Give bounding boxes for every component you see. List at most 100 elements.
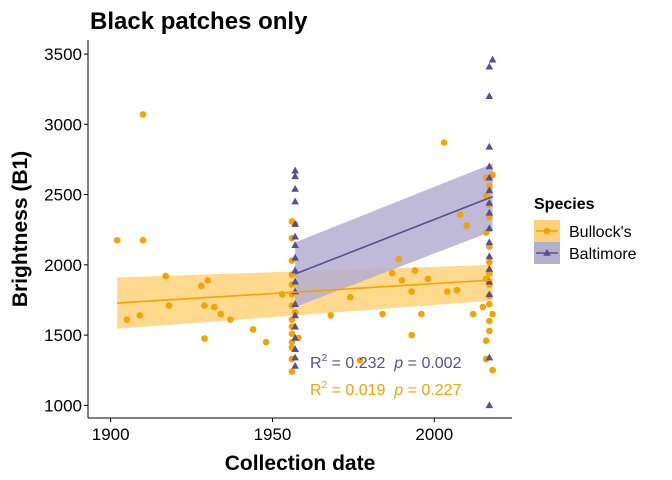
data-point	[162, 272, 169, 280]
data-point	[469, 310, 477, 318]
data-point	[379, 310, 386, 318]
data-point	[291, 333, 299, 341]
y-tick-label: 1000	[44, 396, 82, 415]
data-point	[291, 322, 299, 330]
data-point	[485, 401, 494, 409]
data-point	[482, 192, 490, 200]
data-point	[291, 184, 299, 192]
legend-marker	[543, 227, 551, 235]
data-point	[288, 330, 296, 337]
data-point	[165, 302, 173, 309]
data-point	[291, 345, 299, 352]
data-point	[485, 290, 494, 298]
data-point	[201, 302, 208, 309]
x-tick-label: 2000	[415, 425, 453, 444]
data-point	[485, 252, 494, 260]
annotation-baltimore: R2 = 0.232 p = 0.002	[310, 353, 462, 372]
y-axis-title: Brightness (B1)	[9, 151, 32, 307]
data-point	[197, 282, 205, 290]
data-point	[486, 300, 493, 308]
data-point	[291, 300, 299, 307]
data-point	[485, 208, 494, 216]
data-point	[291, 311, 299, 319]
data-point	[485, 353, 494, 361]
data-point	[485, 199, 494, 206]
y-tick-label: 2500	[44, 186, 82, 205]
data-point	[139, 236, 147, 244]
data-point	[485, 186, 494, 194]
data-point	[418, 310, 425, 318]
data-point	[249, 326, 257, 333]
data-point	[136, 312, 144, 319]
data-point	[291, 266, 299, 274]
data-point	[291, 220, 299, 227]
data-point	[482, 337, 490, 345]
data-point	[291, 232, 299, 240]
data-point	[408, 288, 415, 295]
data-point	[288, 368, 296, 375]
data-point	[485, 265, 494, 272]
data-points	[113, 55, 497, 409]
y-tick-label: 2000	[44, 256, 82, 275]
data-point	[139, 111, 147, 118]
data-point	[123, 316, 131, 323]
data-point	[113, 236, 121, 244]
data-point	[291, 197, 299, 205]
x-axis-ticks: 1900 1950 2000	[92, 418, 453, 444]
annotation-bullocks: R2 = 0.019 p = 0.227	[310, 380, 462, 399]
y-tick-label: 1500	[44, 326, 82, 345]
y-axis-ticks: 1000 1500 2000 2500 3000 3500	[44, 45, 88, 415]
data-point	[485, 277, 494, 285]
data-point	[424, 275, 432, 283]
legend-label: Bullock's	[569, 224, 632, 241]
y-tick-label: 3000	[44, 115, 82, 134]
data-point	[227, 316, 234, 323]
data-point	[262, 338, 270, 346]
data-point	[485, 224, 494, 232]
data-point	[486, 317, 493, 325]
legend-marker	[543, 249, 551, 256]
data-point	[485, 238, 494, 246]
chart-title: Black patches only	[90, 8, 308, 35]
data-point	[291, 277, 299, 285]
data-point	[489, 366, 496, 374]
data-point	[411, 267, 419, 274]
data-point	[485, 142, 494, 150]
trend-line	[117, 279, 493, 304]
data-point	[463, 222, 470, 229]
trend-line	[294, 195, 493, 275]
data-point	[489, 310, 496, 318]
data-point	[217, 310, 225, 318]
legend-item: Bullock's	[534, 220, 632, 242]
data-point	[440, 139, 448, 146]
data-point	[327, 312, 335, 319]
data-point	[488, 55, 497, 63]
data-point	[291, 166, 299, 174]
legend-label: Baltimore	[569, 246, 637, 263]
data-point	[479, 303, 487, 311]
data-point	[291, 241, 299, 248]
data-point	[210, 303, 218, 311]
x-tick-label: 1950	[254, 425, 292, 444]
data-point	[201, 335, 208, 342]
confidence-ribbons	[117, 163, 493, 329]
data-point	[486, 182, 493, 190]
data-point	[395, 255, 403, 263]
data-point	[398, 276, 406, 284]
data-point	[291, 172, 299, 180]
data-point	[204, 276, 212, 284]
data-point	[291, 253, 299, 261]
data-point	[456, 210, 464, 218]
data-point	[388, 269, 396, 277]
data-point	[485, 173, 494, 181]
legend-item: Baltimore	[534, 242, 637, 264]
data-point	[486, 327, 493, 335]
data-point	[346, 293, 354, 301]
data-point	[485, 62, 494, 70]
legend-title: Species	[534, 196, 595, 213]
data-point	[291, 353, 299, 361]
plot-area	[113, 55, 497, 409]
data-point	[485, 162, 494, 170]
trend-lines	[117, 195, 493, 304]
